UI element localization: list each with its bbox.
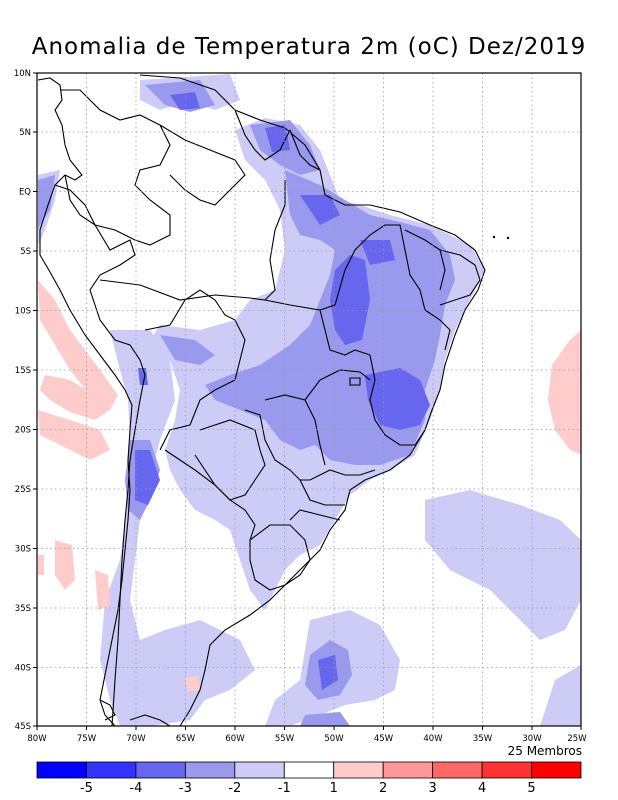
lon-label: 60W — [225, 734, 245, 744]
political-borders — [37, 74, 486, 726]
lat-label: EQ — [19, 188, 31, 198]
lat-label: 35S — [15, 604, 31, 614]
colorbar-swatch — [283, 761, 335, 779]
colorbar-label: -5 — [80, 781, 93, 796]
colorbar-swatch — [135, 761, 186, 779]
map-title: Anomalia de Temperatura 2m (oC) Dez/2019 — [31, 34, 587, 60]
colorbar-swatch — [531, 761, 582, 779]
lon-label: 65W — [176, 734, 196, 744]
colorbar-swatch — [86, 761, 137, 779]
lat-label: 30S — [15, 545, 31, 555]
graticule — [37, 73, 581, 726]
colorbar-swatch — [184, 761, 236, 779]
colorbar-label: 5 — [527, 781, 535, 796]
lat-label: 5N — [19, 128, 31, 138]
lat-label: 20S — [15, 426, 31, 436]
colorbar-label: -1 — [278, 781, 291, 796]
colorbar-label: 4 — [478, 781, 486, 796]
colorbar-label: 3 — [428, 781, 436, 796]
lon-label: 80W — [27, 734, 47, 744]
anomaly-shading — [38, 74, 581, 726]
lon-label: 25W — [567, 734, 587, 744]
lat-label: 40S — [15, 664, 31, 674]
lon-label: 70W — [126, 734, 146, 744]
colorbar-swatch — [333, 761, 384, 779]
colorbar-swatch — [382, 761, 434, 779]
tick-marks — [33, 72, 582, 730]
map-frame — [36, 72, 582, 727]
longitude-labels: 80W 75W 70W 65W 60W 55W 50W 45W 40W 35W … — [27, 734, 587, 744]
colorbar-label: -2 — [228, 781, 241, 796]
colorbar-label: -3 — [179, 781, 192, 796]
lon-label: 75W — [77, 734, 97, 744]
colorbar-swatch — [481, 761, 532, 779]
lon-label: 45W — [374, 734, 394, 744]
lon-label: 35W — [473, 734, 493, 744]
lat-label: 15S — [15, 366, 31, 376]
latitude-labels: 10N 5N EQ 5S 10S 15S 20S 25S 30S 35S 40S… — [14, 69, 31, 732]
members-note: 25 Membros — [507, 744, 582, 758]
colorbar: -5 -4 -3 -2 -1 1 2 3 4 5 — [36, 761, 582, 796]
lat-label: 45S — [15, 722, 31, 732]
anomaly-dark-blue — [135, 92, 430, 690]
lon-label: 55W — [275, 734, 295, 744]
anomaly-light-red — [38, 280, 581, 692]
colorbar-swatch — [234, 761, 285, 779]
lon-label: 30W — [522, 734, 542, 744]
lat-label: 10S — [15, 307, 31, 317]
lat-label: 10N — [14, 69, 31, 79]
colorbar-label: -4 — [129, 781, 142, 796]
colorbar-swatch — [36, 761, 87, 779]
lat-label: 5S — [20, 247, 31, 257]
colorbar-label: 1 — [330, 781, 338, 796]
colorbar-label: 2 — [379, 781, 387, 796]
lon-label: 40W — [423, 734, 443, 744]
lat-label: 25S — [15, 485, 31, 495]
lon-label: 50W — [324, 734, 344, 744]
colorbar-swatch — [432, 761, 483, 779]
